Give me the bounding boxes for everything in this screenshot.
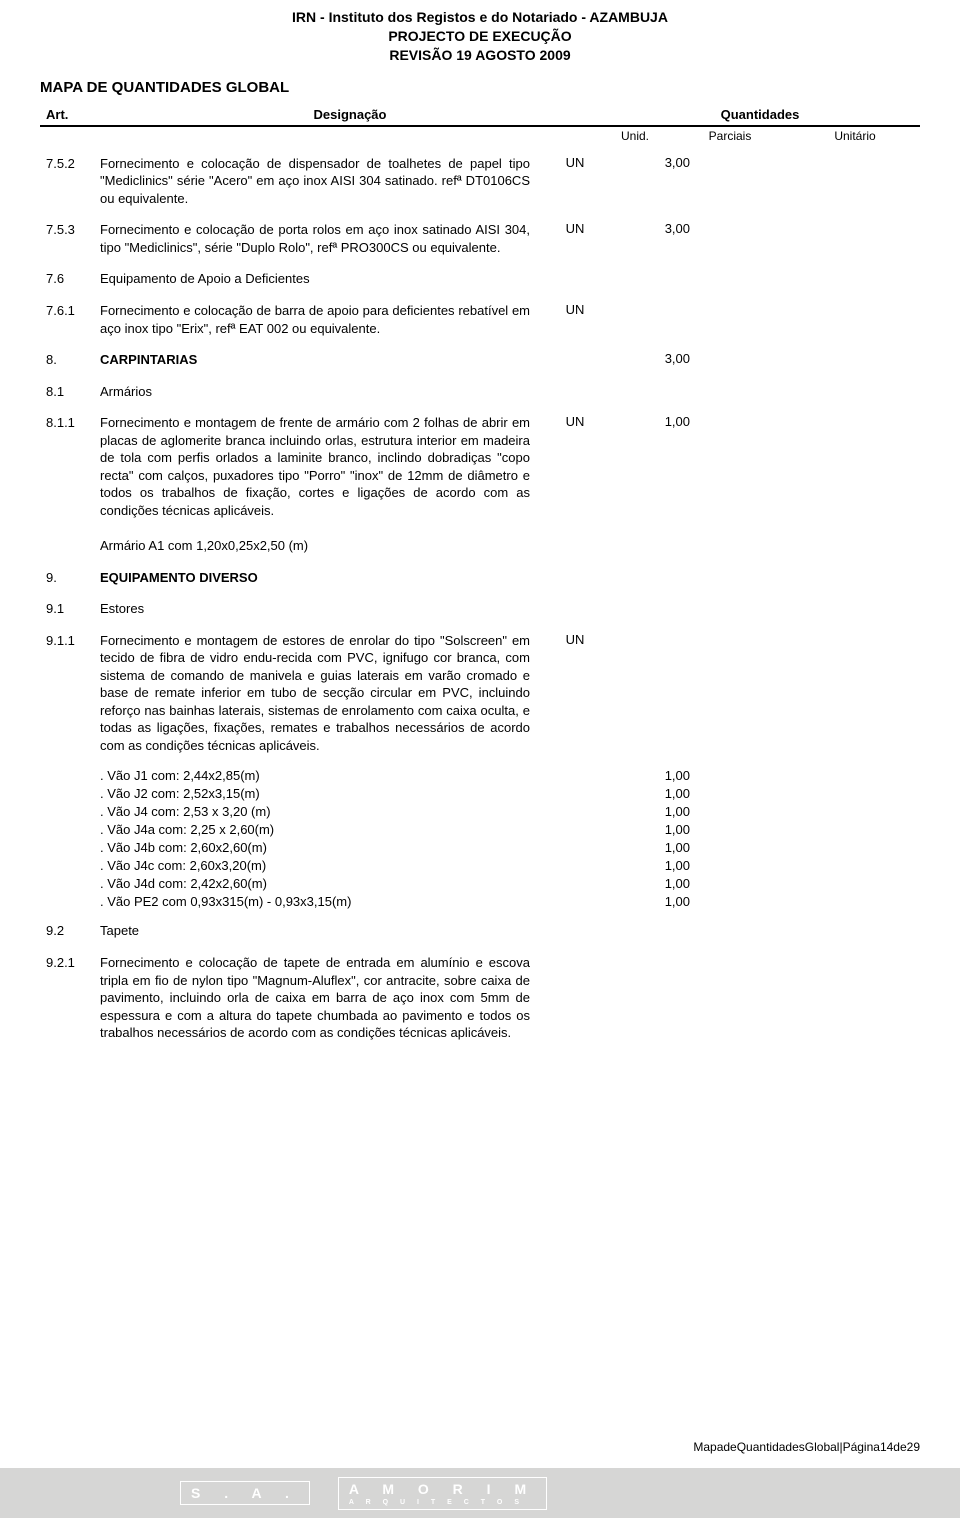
subrow-parcial: 1,00 — [610, 894, 730, 909]
cell-parcial: 3,00 — [610, 351, 730, 366]
footer-logo-right: A M O R I M A R Q U I T E C T O S — [338, 1477, 547, 1510]
table-subrow: . Vão PE2 com 0,93x315(m) - 0,93x3,15(m)… — [40, 894, 920, 909]
subrow-desc: . Vão J1 com: 2,44x2,85(m) — [100, 768, 540, 783]
table-subrow: . Vão J1 com: 2,44x2,85(m) 1,00 — [40, 768, 920, 783]
subrow-parcial: 1,00 — [610, 822, 730, 837]
cell-unit: UN — [540, 414, 610, 429]
subrow-desc: . Vão J2 com: 2,52x3,15(m) — [100, 786, 540, 801]
subrow-parcial: 1,00 — [610, 858, 730, 873]
cell-art: 9. — [40, 569, 100, 585]
col-unit-head: Unitário — [790, 129, 920, 143]
cell-desc: Fornecimento e colocação de tapete de en… — [100, 954, 540, 1042]
section-title: MAPA DE QUANTIDADES GLOBAL — [40, 79, 920, 96]
cell-desc: EQUIPAMENTO DIVERSO — [100, 569, 540, 587]
table-subrow: . Vão J4 com: 2,53 x 3,20 (m) 1,00 — [40, 804, 920, 819]
cell-parcial: 3,00 — [610, 155, 730, 170]
footer-logo-left: S . A . — [180, 1481, 310, 1505]
header-line1: IRN - Instituto dos Registos e do Notari… — [40, 8, 920, 27]
table-subrow: . Vão J4a com: 2,25 x 2,60(m) 1,00 — [40, 822, 920, 837]
table-row: 9.2Tapete — [40, 922, 920, 940]
content-body: 7.5.2Fornecimento e colocação de dispens… — [40, 155, 920, 1042]
table-row: 9.1.1Fornecimento e montagem de estores … — [40, 632, 920, 755]
cell-art: 8.1 — [40, 383, 100, 399]
cell-parcial: 1,00 — [610, 414, 730, 429]
table-subrow: . Vão J4b com: 2,60x2,60(m) 1,00 — [40, 840, 920, 855]
cell-unit: UN — [540, 221, 610, 236]
subrow-parcial: 1,00 — [610, 876, 730, 891]
table-row: 7.5.2Fornecimento e colocação de dispens… — [40, 155, 920, 208]
cell-unit: UN — [540, 632, 610, 647]
table-row: 7.5.3Fornecimento e colocação de porta r… — [40, 221, 920, 256]
cell-art: 9.2.1 — [40, 954, 100, 970]
cell-art: 8. — [40, 351, 100, 367]
col-unid-head: Unid. — [600, 129, 670, 143]
subrow-desc: . Vão J4a com: 2,25 x 2,60(m) — [100, 822, 540, 837]
cell-art: 8.1.1 — [40, 414, 100, 430]
header-line3: REVISÃO 19 AGOSTO 2009 — [40, 46, 920, 65]
col-parc-head: Parciais — [670, 129, 790, 143]
subrow-parcial: 1,00 — [610, 840, 730, 855]
subrow-desc: . Vão J4b com: 2,60x2,60(m) — [100, 840, 540, 855]
cell-parcial: 3,00 — [610, 221, 730, 236]
cell-art: 7.5.2 — [40, 155, 100, 171]
subrow-desc: . Vão PE2 com 0,93x315(m) - 0,93x3,15(m) — [100, 894, 540, 909]
table-row: 9.2.1Fornecimento e colocação de tapete … — [40, 954, 920, 1042]
table-row: 8.1Armários — [40, 383, 920, 401]
table-subrow: . Vão J4c com: 2,60x3,20(m) 1,00 — [40, 858, 920, 873]
table-row: 7.6Equipamento de Apoio a Deficientes — [40, 270, 920, 288]
footer-stripe: S . A . A M O R I M A R Q U I T E C T O … — [0, 1468, 960, 1518]
cell-desc: Fornecimento e colocação de barra de apo… — [100, 302, 540, 337]
table-row: 7.6.1Fornecimento e colocação de barra d… — [40, 302, 920, 337]
col-desig-head: Designação — [100, 107, 600, 122]
cell-art: 9.1.1 — [40, 632, 100, 648]
subrow-desc: . Vão J4d com: 2,42x2,60(m) — [100, 876, 540, 891]
table-row: 9.1Estores — [40, 600, 920, 618]
table-row: 9.EQUIPAMENTO DIVERSO — [40, 569, 920, 587]
cell-desc: Estores — [100, 600, 540, 618]
table-row: 8.1.1Fornecimento e montagem de frente d… — [40, 414, 920, 554]
doc-header: IRN - Instituto dos Registos e do Notari… — [40, 8, 920, 65]
cell-desc: CARPINTARIAS — [100, 351, 540, 369]
table-row: 8.CARPINTARIAS 3,00 — [40, 351, 920, 369]
cell-desc: Equipamento de Apoio a Deficientes — [100, 270, 540, 288]
cell-art: 7.5.3 — [40, 221, 100, 237]
cell-desc: Fornecimento e colocação de dispensador … — [100, 155, 540, 208]
subrow-parcial: 1,00 — [610, 804, 730, 819]
cell-desc: Armários — [100, 383, 540, 401]
subrow-parcial: 1,00 — [610, 786, 730, 801]
cell-art: 9.2 — [40, 922, 100, 938]
subrow-desc: . Vão J4c com: 2,60x3,20(m) — [100, 858, 540, 873]
col-art-head: Art. — [40, 107, 100, 122]
page: IRN - Instituto dos Registos e do Notari… — [0, 0, 960, 1042]
cell-art: 7.6 — [40, 270, 100, 286]
cell-desc: Fornecimento e montagem de estores de en… — [100, 632, 540, 755]
cell-unit: UN — [540, 155, 610, 170]
footer-page-number: MapadeQuantidadesGlobal|Página14de29 — [693, 1440, 920, 1454]
table-subrow: . Vão J2 com: 2,52x3,15(m) 1,00 — [40, 786, 920, 801]
column-header-row: Art. Designação Quantidades — [40, 104, 920, 127]
cell-desc: Tapete — [100, 922, 540, 940]
cell-art: 7.6.1 — [40, 302, 100, 318]
cell-unit: UN — [540, 302, 610, 317]
cell-desc: Fornecimento e montagem de frente de arm… — [100, 414, 540, 554]
cell-desc: Fornecimento e colocação de porta rolos … — [100, 221, 540, 256]
cell-art: 9.1 — [40, 600, 100, 616]
subrow-parcial: 1,00 — [610, 768, 730, 783]
col-quant-head: Quantidades — [600, 107, 920, 122]
footer-logo: S . A . A M O R I M A R Q U I T E C T O … — [180, 1477, 547, 1510]
header-line2: PROJECTO DE EXECUÇÃO — [40, 27, 920, 46]
table-subrow: . Vão J4d com: 2,42x2,60(m) 1,00 — [40, 876, 920, 891]
column-subheader-row: Unid. Parciais Unitário — [40, 127, 920, 149]
subrow-desc: . Vão J4 com: 2,53 x 3,20 (m) — [100, 804, 540, 819]
